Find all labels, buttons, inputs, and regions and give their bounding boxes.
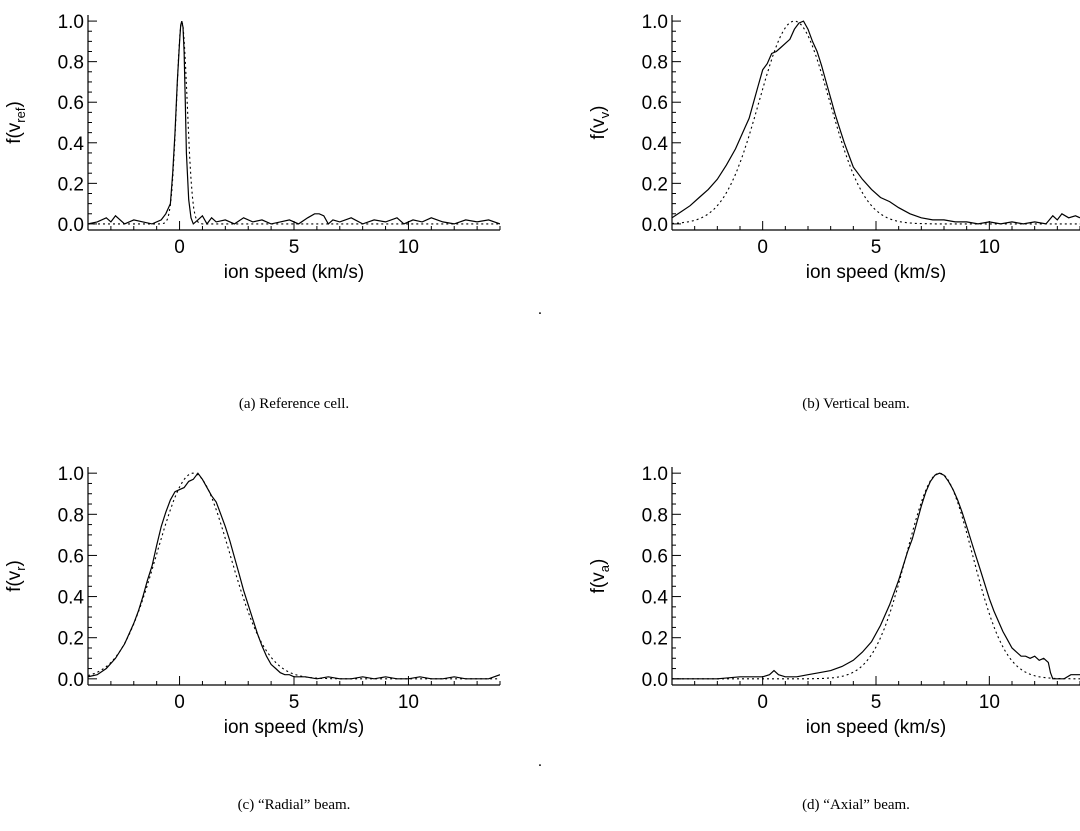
- chart-d-y-label-sub: a: [597, 564, 612, 572]
- chart-d-y-tick-label: 0.8: [642, 505, 668, 526]
- chart-b-caption: (b) Vertical beam.: [802, 396, 910, 412]
- chart-c-y-label-close: ): [4, 560, 25, 566]
- chart-a-y-label-sub: ref: [13, 107, 28, 123]
- chart-c-y-label-sub: r: [13, 566, 28, 571]
- chart-c-y-tick-label: 0.0: [58, 670, 84, 691]
- chart-a-y-tick-label: 1.0: [58, 12, 84, 33]
- chart-c-y-tick-label: 1.0: [58, 464, 84, 485]
- chart-b-y-tick-label: 0.4: [642, 134, 669, 155]
- panel-a: 0 5 10 0.0 0.2 0.4 0.6 0.8 1.0 ion speed (km/s) f(…: [4, 12, 501, 412]
- chart-a-y-tick-label: 0.8: [58, 53, 84, 74]
- chart-a-y-label-base: f(v: [4, 122, 25, 144]
- chart-d-data-line: [672, 472, 1080, 680]
- chart-a-x-tick-label: 0: [174, 237, 185, 258]
- chart-d-x-tick-label: 5: [871, 692, 882, 713]
- chart-d-y-tick-label: 1.0: [642, 464, 668, 485]
- chart-c-y-tick-label: 0.4: [58, 588, 85, 609]
- chart-c-x-tick-label: 5: [289, 692, 300, 713]
- chart-b-y-tick-label: 1.0: [642, 12, 668, 33]
- separator-dot-1: .: [538, 301, 542, 318]
- chart-a-x-label: ion speed (km/s): [224, 262, 364, 283]
- chart-d-x-tick-label: 0: [757, 692, 768, 713]
- chart-d-y-tick-label: 0.0: [642, 670, 668, 691]
- chart-a-y-label: f(vref): [4, 101, 28, 144]
- chart-b-x-tick-label: 10: [979, 237, 1000, 258]
- chart-a-fit-line: [88, 20, 500, 225]
- chart-d-fit-line: [672, 472, 1080, 680]
- chart-b-y-tick-label: 0.0: [642, 215, 668, 236]
- chart-c-y-label-base: f(v: [4, 570, 25, 592]
- chart-c-y-label: f(vr): [4, 560, 28, 592]
- chart-d-y-tick-label: 0.4: [642, 588, 669, 609]
- chart-d-x-tick-label: 10: [979, 692, 1000, 713]
- chart-d-y-label-close: ): [588, 559, 609, 565]
- chart-d-y-tick-label: 0.6: [642, 546, 668, 567]
- chart-b-y-label-close: ): [588, 106, 609, 112]
- chart-c-caption: (c) “Radial” beam.: [238, 797, 351, 813]
- chart-b-y-label: f(vv): [588, 106, 612, 140]
- chart-c-data-line: [88, 472, 500, 680]
- chart-a-x-tick-label: 10: [398, 237, 419, 258]
- chart-c-x-tick-label: 0: [174, 692, 185, 713]
- chart-b-y-tick-label: 0.2: [642, 174, 668, 195]
- chart-a-x-tick-label: 5: [289, 237, 300, 258]
- chart-a-caption: (a) Reference cell.: [239, 396, 349, 412]
- chart-c-x-label: ion speed (km/s): [224, 717, 364, 738]
- chart-b-y-label-sub: v: [597, 111, 612, 118]
- chart-a-y-tick-label: 0.6: [58, 93, 84, 114]
- panel-b: 0 5 10 0.0 0.2 0.4 0.6 0.8 1.0 ion speed (km/s) f(…: [588, 12, 1080, 412]
- chart-b-y-tick-label: 0.8: [642, 53, 668, 74]
- chart-b-x-tick-label: 5: [871, 237, 882, 258]
- chart-c-y-tick-label: 0.6: [58, 546, 84, 567]
- chart-a-y-tick-label: 0.2: [58, 174, 84, 195]
- chart-c-y-tick-label: 0.8: [58, 505, 84, 526]
- chart-d-y-tick-label: 0.2: [642, 629, 668, 650]
- chart-b-y-tick-label: 0.6: [642, 93, 668, 114]
- chart-d-y-label: f(va): [588, 559, 612, 594]
- chart-b-data-line: [672, 20, 1080, 225]
- chart-c-y-tick-label: 0.2: [58, 629, 84, 650]
- chart-a-data-line: [88, 20, 500, 225]
- chart-b-x-label: ion speed (km/s): [806, 262, 946, 283]
- chart-c-x-tick-label: 10: [398, 692, 419, 713]
- chart-d-x-label: ion speed (km/s): [806, 717, 946, 738]
- chart-c-fit-line: [88, 472, 500, 680]
- chart-a-y-tick-label: 0.0: [58, 215, 84, 236]
- chart-b-y-label-base: f(v: [588, 118, 609, 140]
- chart-b-x-tick-label: 0: [757, 237, 768, 258]
- chart-d-caption: (d) “Axial” beam.: [802, 797, 910, 813]
- chart-d-y-label-base: f(v: [588, 572, 609, 594]
- separator-dot-2: .: [538, 753, 542, 770]
- panel-d: 0 5 10 0.0 0.2 0.4 0.6 0.8 1.0 ion speed (km/s) f(…: [588, 464, 1080, 813]
- chart-a-y-label-close: ): [4, 101, 25, 107]
- chart-a-y-tick-label: 0.4: [58, 134, 85, 155]
- panel-c: 0 5 10 0.0 0.2 0.4 0.6 0.8 1.0 ion speed (km/s) f(…: [4, 464, 501, 813]
